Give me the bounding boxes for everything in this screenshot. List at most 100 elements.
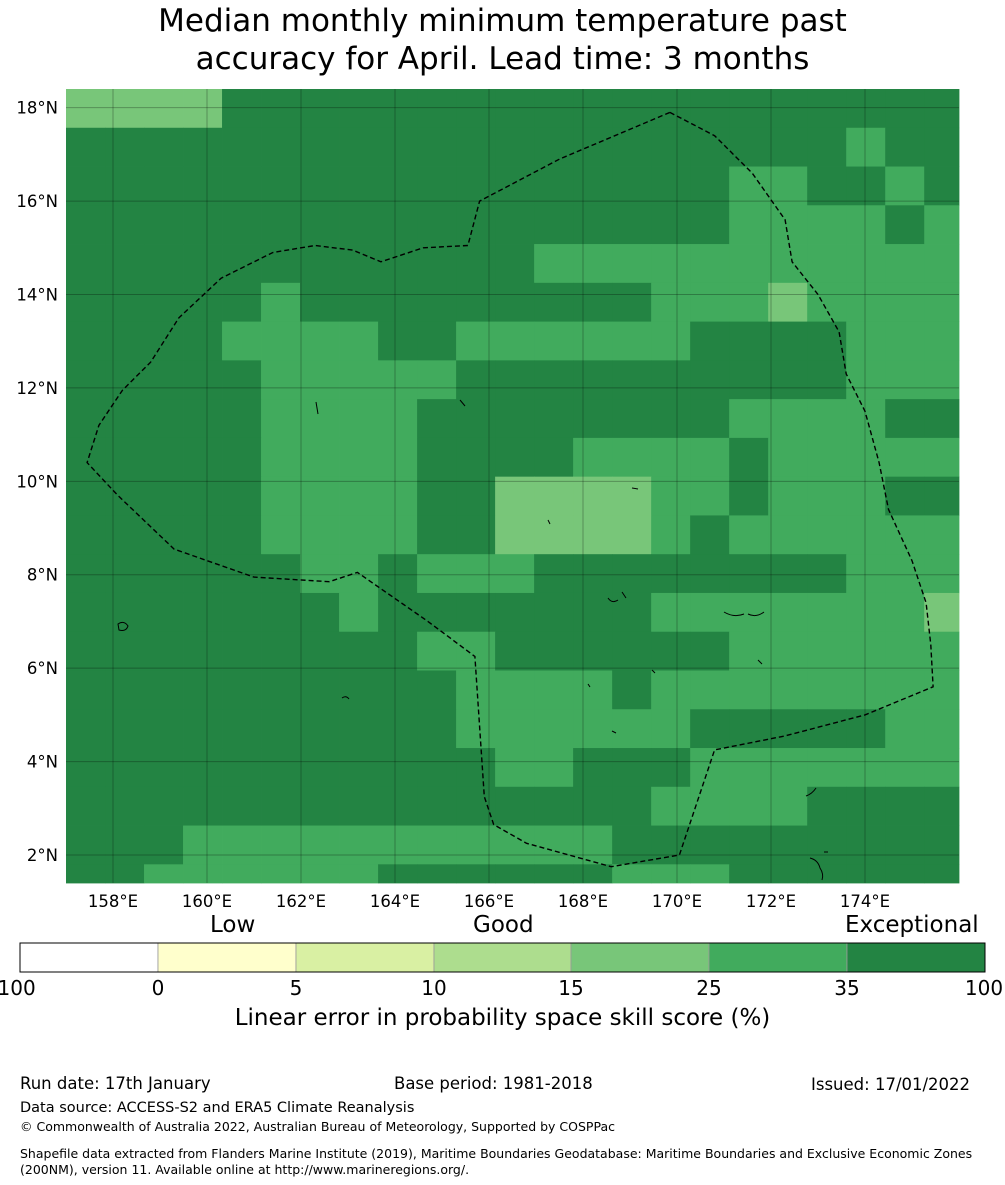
grid-cell bbox=[495, 166, 535, 206]
grid-cell bbox=[651, 437, 691, 478]
grid-cell bbox=[417, 360, 457, 400]
grid-cell bbox=[651, 360, 691, 400]
grid-cell bbox=[807, 670, 847, 710]
grid-cell bbox=[417, 786, 457, 826]
grid-cell bbox=[105, 786, 145, 826]
grid-cell bbox=[846, 554, 886, 594]
grid-cell bbox=[495, 515, 535, 555]
grid-cell bbox=[612, 748, 652, 788]
grid-cell bbox=[300, 864, 340, 884]
grid-cell bbox=[378, 748, 418, 788]
grid-cell bbox=[261, 786, 301, 826]
grid-cell bbox=[339, 631, 379, 671]
grid-cell bbox=[183, 631, 223, 671]
latitude-tick-label: 18°N bbox=[16, 99, 58, 118]
grid-cell bbox=[573, 205, 613, 245]
grid-cell bbox=[105, 399, 145, 439]
grid-cell bbox=[66, 864, 106, 884]
grid-cell bbox=[339, 476, 379, 516]
grid-cell bbox=[222, 166, 262, 206]
grid-cell bbox=[417, 825, 457, 865]
grid-cell bbox=[456, 748, 496, 788]
grid-cell bbox=[300, 554, 340, 594]
grid-cell bbox=[573, 864, 613, 884]
grid-cell bbox=[534, 515, 574, 555]
grid-cell bbox=[807, 592, 847, 633]
grid-cell bbox=[105, 670, 145, 710]
grid-cell bbox=[495, 127, 535, 167]
grid-cell bbox=[105, 476, 145, 516]
grid-cell bbox=[534, 89, 574, 129]
grid-cell bbox=[339, 244, 379, 284]
grid-cell bbox=[807, 166, 847, 206]
grid-cell bbox=[144, 360, 184, 400]
grid-cell bbox=[144, 244, 184, 284]
grid-cell bbox=[768, 786, 808, 826]
latitude-tick-label: 12°N bbox=[16, 379, 58, 398]
island-outline bbox=[459, 399, 466, 407]
grid-cell bbox=[105, 515, 145, 555]
grid-cell bbox=[378, 515, 418, 555]
grid-cell bbox=[183, 437, 223, 478]
grid-cell bbox=[534, 786, 574, 826]
colorbar-tick-label: 25 bbox=[696, 976, 722, 1000]
grid-cell bbox=[456, 709, 496, 749]
grid-cell bbox=[612, 554, 652, 594]
grid-cell bbox=[222, 592, 262, 633]
grid-cell bbox=[417, 709, 457, 749]
grid-cell bbox=[222, 515, 262, 555]
grid-cell bbox=[612, 127, 652, 167]
grid-cell bbox=[885, 321, 925, 361]
grid-cell bbox=[300, 437, 340, 478]
grid-cell bbox=[456, 825, 496, 865]
grid-cell bbox=[183, 360, 223, 400]
grid-cell bbox=[261, 748, 301, 788]
grid-cell bbox=[261, 592, 301, 633]
grid-cell bbox=[300, 748, 340, 788]
grid-cell bbox=[66, 166, 106, 206]
grid-cell bbox=[105, 825, 145, 865]
grid-cell bbox=[183, 205, 223, 245]
grid-cell bbox=[846, 360, 886, 400]
grid-cell bbox=[144, 399, 184, 439]
grid-cell bbox=[378, 321, 418, 361]
latitude-tick-label: 14°N bbox=[16, 286, 58, 305]
grid-cell bbox=[261, 89, 301, 129]
island-outline bbox=[805, 787, 817, 797]
grid-cell bbox=[924, 399, 960, 439]
grid-cell bbox=[534, 825, 574, 865]
grid-cell bbox=[924, 825, 960, 865]
grid-cell bbox=[651, 205, 691, 245]
grid-cell bbox=[885, 89, 925, 129]
longitude-tick-label: 166°E bbox=[464, 892, 514, 911]
grid-cell bbox=[105, 282, 145, 322]
grid-cell bbox=[534, 554, 574, 594]
grid-cell bbox=[651, 748, 691, 788]
grid-cell bbox=[144, 864, 184, 884]
grid-cell bbox=[378, 592, 418, 633]
grid-cell bbox=[534, 476, 574, 516]
grid-cell bbox=[183, 592, 223, 633]
grid-cell bbox=[456, 476, 496, 516]
grid-cell bbox=[924, 748, 960, 788]
grid-cell bbox=[612, 166, 652, 206]
grid-cell bbox=[66, 437, 106, 478]
grid-cell bbox=[300, 825, 340, 865]
grid-cell bbox=[339, 321, 379, 361]
grid-cell bbox=[846, 205, 886, 245]
grid-cell bbox=[651, 89, 691, 129]
grid-cell bbox=[807, 515, 847, 555]
grid-cell bbox=[144, 786, 184, 826]
grid-cell bbox=[495, 748, 535, 788]
grid-cell bbox=[846, 864, 886, 884]
grid-cell bbox=[885, 166, 925, 206]
grid-cell bbox=[573, 515, 613, 555]
grid-cell bbox=[729, 786, 769, 826]
grid-cell bbox=[417, 437, 457, 478]
colorbar-bin bbox=[19, 942, 159, 973]
grid-cell bbox=[768, 554, 808, 594]
grid-cell bbox=[846, 127, 886, 167]
grid-cell bbox=[534, 127, 574, 167]
grid-cell bbox=[651, 321, 691, 361]
grid-cell bbox=[261, 670, 301, 710]
